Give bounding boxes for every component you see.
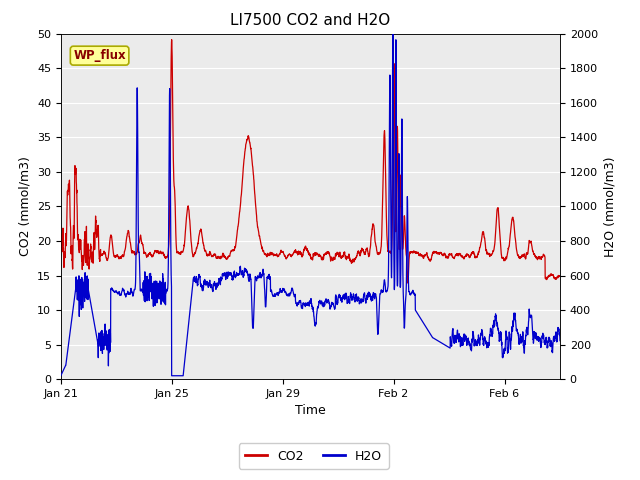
Legend: CO2, H2O: CO2, H2O [239, 444, 388, 469]
Y-axis label: CO2 (mmol/m3): CO2 (mmol/m3) [19, 156, 31, 256]
Text: WP_flux: WP_flux [73, 49, 126, 62]
Y-axis label: H2O (mmol/m3): H2O (mmol/m3) [604, 156, 616, 257]
Title: LI7500 CO2 and H2O: LI7500 CO2 and H2O [230, 13, 390, 28]
X-axis label: Time: Time [295, 405, 326, 418]
